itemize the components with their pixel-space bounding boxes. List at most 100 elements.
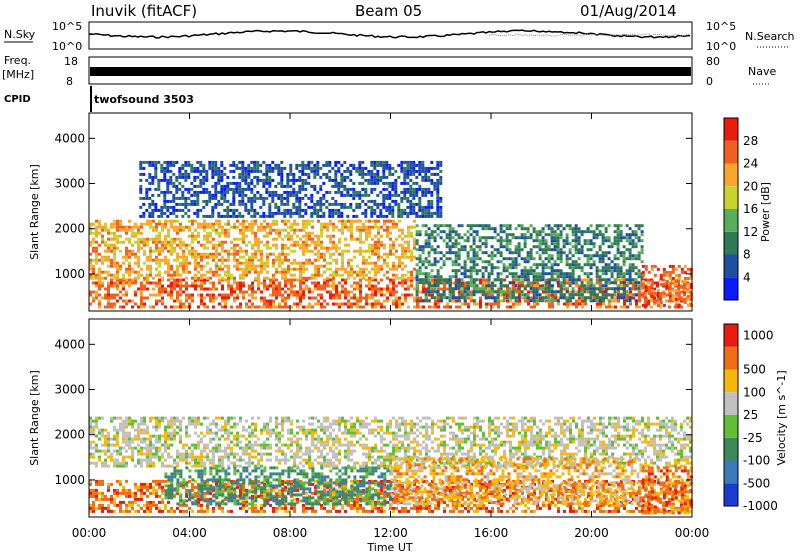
data-cell xyxy=(352,197,355,200)
data-cell xyxy=(322,203,325,206)
data-cell xyxy=(367,170,370,173)
data-cell xyxy=(329,274,332,277)
data-cell xyxy=(395,297,398,300)
data-cell xyxy=(305,235,308,238)
data-cell xyxy=(362,297,365,300)
data-cell xyxy=(602,272,605,275)
data-cell xyxy=(470,257,473,260)
data-cell xyxy=(651,292,654,295)
data-cell xyxy=(425,278,428,281)
data-cell xyxy=(397,164,400,167)
data-cell xyxy=(196,209,199,212)
data-cell xyxy=(209,241,212,244)
data-cell xyxy=(593,242,596,245)
data-cell xyxy=(645,265,648,268)
data-cell xyxy=(467,224,470,227)
data-cell xyxy=(224,300,227,303)
data-cell xyxy=(155,483,158,486)
data-cell xyxy=(155,259,158,262)
data-cell xyxy=(184,188,187,191)
data-cell xyxy=(203,238,206,241)
data-cell xyxy=(436,161,439,164)
data-cell xyxy=(500,239,503,242)
data-cell xyxy=(398,297,401,300)
data-cell xyxy=(359,282,362,285)
data-cell xyxy=(242,256,245,259)
data-cell xyxy=(593,245,596,248)
data-cell xyxy=(212,244,215,247)
data-cell xyxy=(184,197,187,200)
data-cell xyxy=(470,291,473,294)
data-cell xyxy=(194,262,197,265)
data-cell xyxy=(443,260,446,263)
data-cell xyxy=(92,510,95,513)
data-cell xyxy=(419,269,422,272)
colorbar-segment xyxy=(724,255,738,278)
data-cell xyxy=(587,254,590,257)
data-cell xyxy=(551,248,554,251)
data-cell xyxy=(554,230,557,233)
data-cell xyxy=(221,285,224,288)
data-cell xyxy=(290,262,293,265)
data-cell xyxy=(406,164,409,167)
data-cell xyxy=(419,245,422,248)
data-cell xyxy=(250,206,253,209)
data-cell xyxy=(122,510,125,513)
data-cell xyxy=(230,291,233,294)
data-cell xyxy=(122,262,125,265)
data-cell xyxy=(371,244,374,247)
data-cell xyxy=(403,197,406,200)
data-cell xyxy=(416,290,419,293)
data-cell xyxy=(398,256,401,259)
data-cell xyxy=(289,194,292,197)
data-cell xyxy=(587,287,590,290)
data-cell xyxy=(160,215,163,218)
data-cell xyxy=(236,285,239,288)
data-cell xyxy=(569,275,572,278)
data-cell xyxy=(419,278,422,281)
data-cell xyxy=(286,179,289,182)
data-cell xyxy=(298,197,301,200)
data-cell xyxy=(116,238,119,241)
data-cell xyxy=(373,179,376,182)
data-cell xyxy=(578,236,581,239)
data-cell xyxy=(684,298,687,301)
data-cell xyxy=(617,269,620,272)
data-cell xyxy=(251,226,254,229)
data-cell xyxy=(376,164,379,167)
data-cell xyxy=(142,161,145,164)
data-cell xyxy=(428,290,431,293)
data-cell xyxy=(503,293,506,296)
data-cell xyxy=(542,299,545,302)
data-cell xyxy=(107,498,110,501)
data-cell xyxy=(385,188,388,191)
data-cell xyxy=(155,238,158,241)
data-cell xyxy=(191,277,194,280)
data-cell xyxy=(545,251,548,254)
data-cell xyxy=(371,303,374,306)
data-cell xyxy=(485,260,488,263)
data-cell xyxy=(361,200,364,203)
data-cell xyxy=(143,250,146,253)
data-cell xyxy=(669,298,672,301)
data-cell xyxy=(476,251,479,254)
data-cell xyxy=(346,191,349,194)
data-cell xyxy=(148,215,151,218)
data-cell xyxy=(482,272,485,275)
data-cell xyxy=(421,215,424,218)
data-cell xyxy=(422,306,425,309)
data-cell xyxy=(590,248,593,251)
data-cell xyxy=(191,250,194,253)
data-cell xyxy=(128,282,131,285)
data-cell xyxy=(221,306,224,309)
data-cell xyxy=(244,170,247,173)
data-cell xyxy=(110,498,113,501)
data-cell xyxy=(473,278,476,281)
data-cell xyxy=(199,161,202,164)
data-cell xyxy=(248,256,251,259)
data-cell xyxy=(368,226,371,229)
data-cell xyxy=(241,188,244,191)
data-cell xyxy=(343,179,346,182)
data-cell xyxy=(95,277,98,280)
data-cell xyxy=(194,282,197,285)
